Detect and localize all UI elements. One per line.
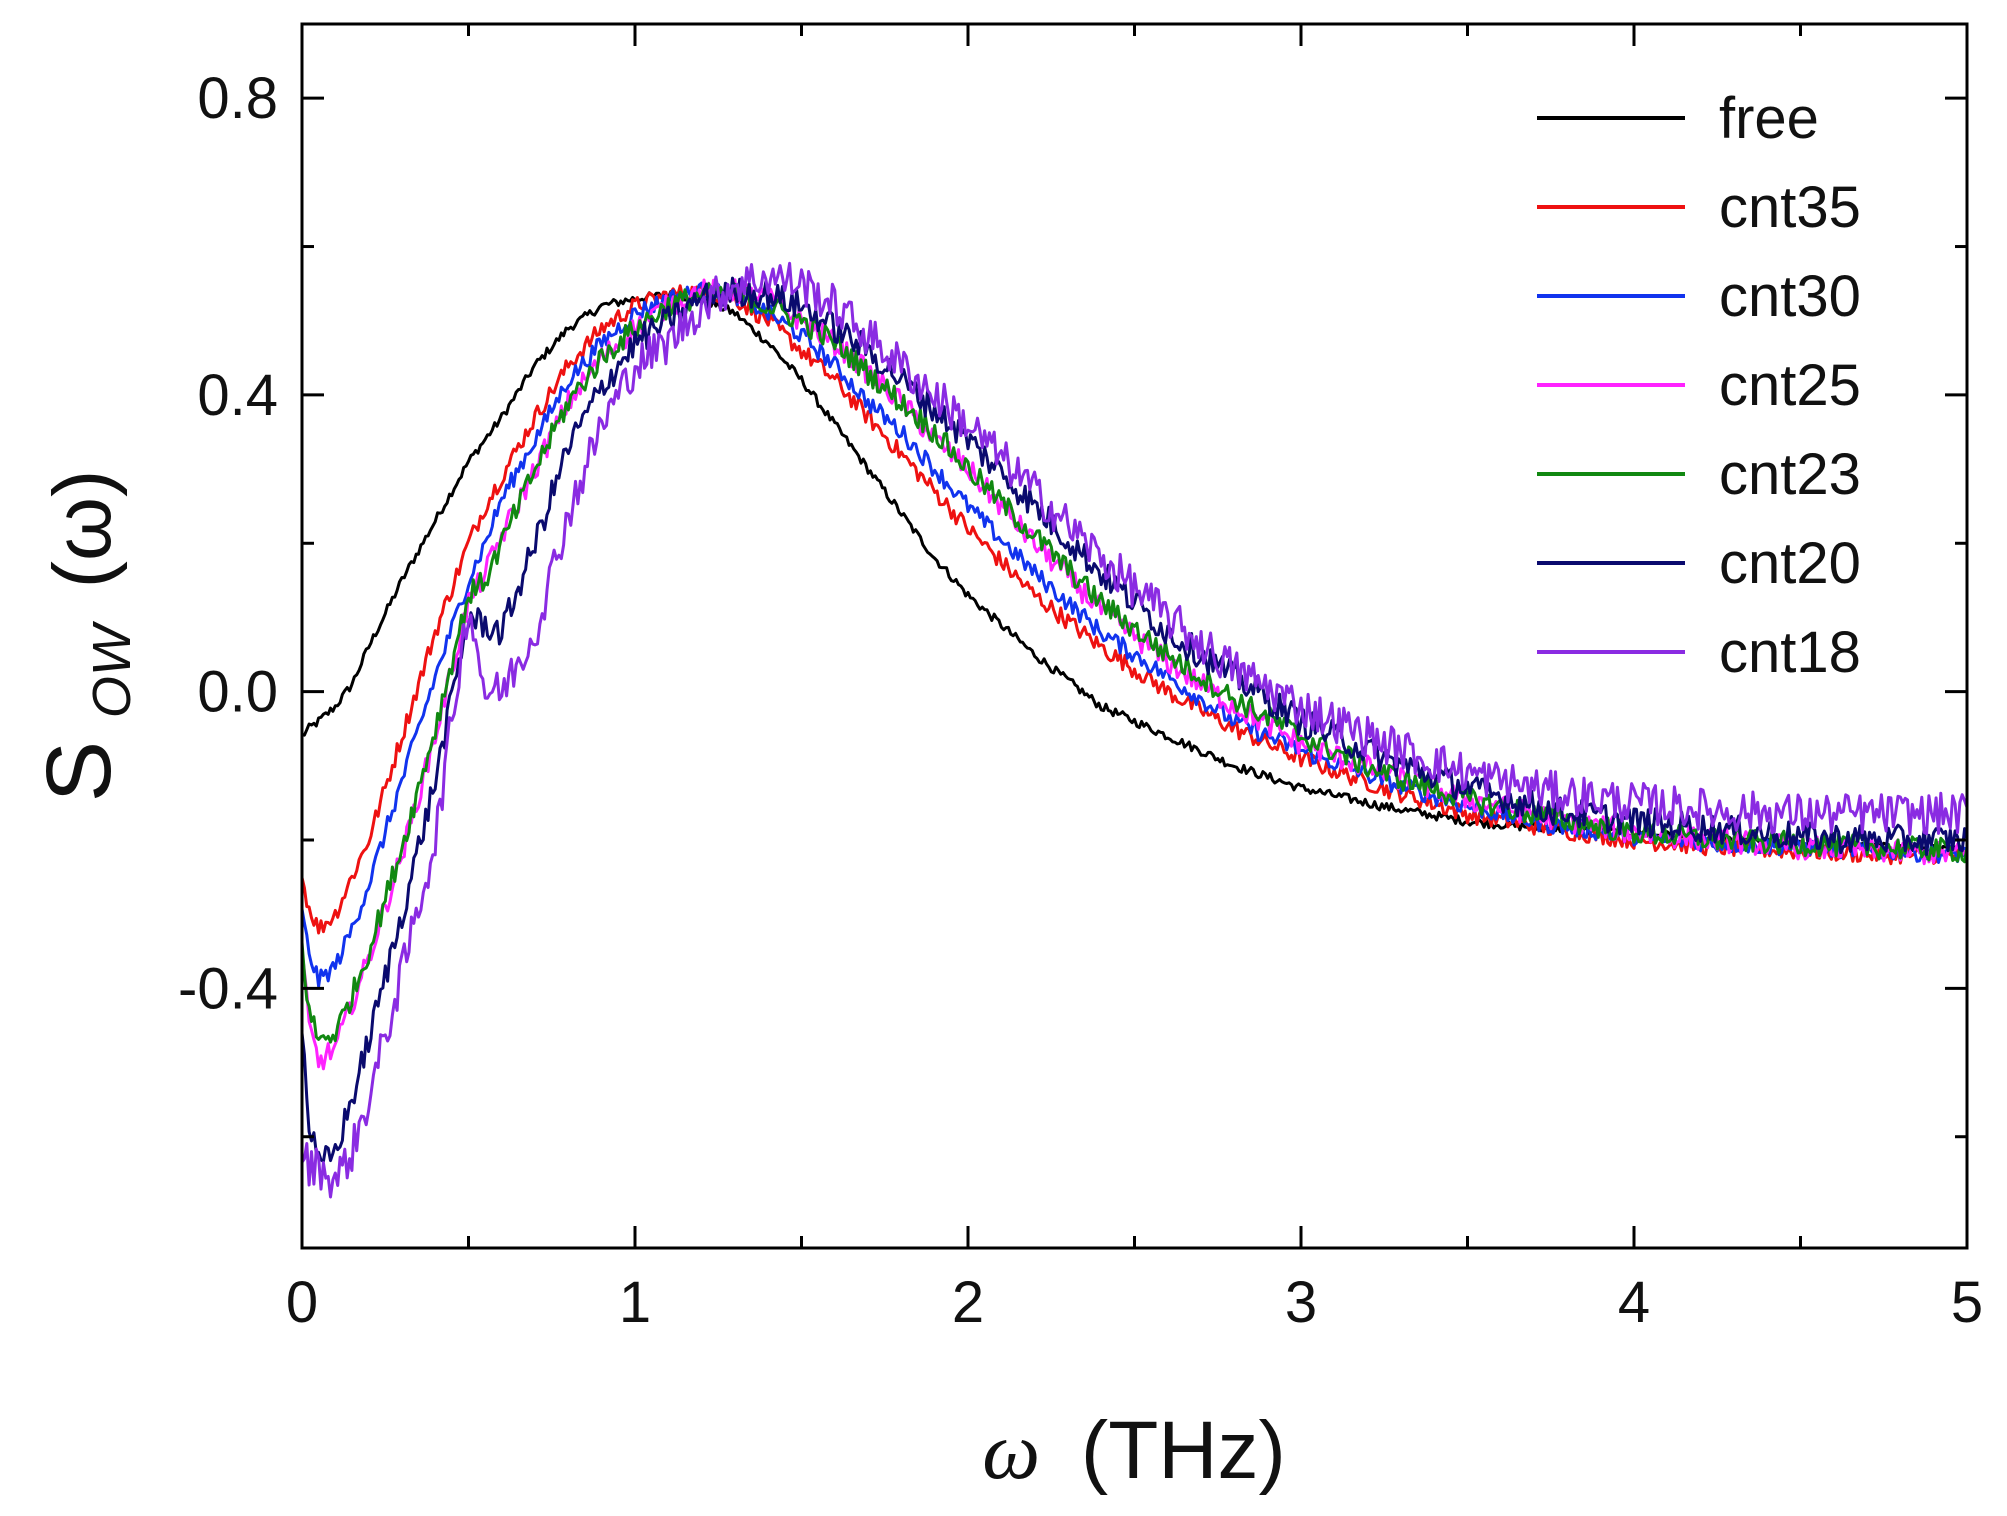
y-tick-label: 0.0 — [197, 660, 278, 725]
x-tick-label: 0 — [286, 1270, 318, 1335]
y-tick-label: 0.8 — [197, 66, 278, 131]
x-tick-label: 3 — [1285, 1270, 1317, 1335]
y-tick-label: -0.4 — [178, 956, 278, 1021]
legend-label-cnt35: cnt35 — [1719, 175, 1861, 240]
y-axis-main: S — [28, 741, 130, 802]
x-axis-unit: (THz) — [1081, 1405, 1286, 1496]
series-line-cnt18 — [300, 261, 1969, 1199]
legend-label-cnt30: cnt30 — [1719, 264, 1861, 329]
legend-label-cnt23: cnt23 — [1719, 442, 1861, 507]
x-tick-label: 4 — [1618, 1270, 1650, 1335]
legend-label-free: free — [1719, 86, 1819, 151]
series-line-cnt23 — [300, 281, 1969, 1044]
legend-label-cnt18: cnt18 — [1719, 620, 1861, 685]
x-axis-label: ω (THz) — [982, 1405, 1286, 1496]
y-axis-subscript: OW — [82, 620, 142, 718]
y-tick-label: 0.4 — [197, 363, 278, 428]
legend: free cnt35 cnt30 cnt25 cnt23 cnt20 cnt18 — [1537, 86, 1861, 685]
x-tick-label: 2 — [952, 1270, 984, 1335]
legend-label-cnt25: cnt25 — [1719, 353, 1861, 418]
x-tick-label: 1 — [619, 1270, 651, 1335]
y-axis-argument: (ω) — [37, 470, 128, 589]
axis-tick-labels: 0 1 2 3 4 5 -0.4 0.0 0.4 0.8 — [178, 66, 1983, 1335]
x-axis-symbol: ω — [982, 1405, 1040, 1496]
axis-ticks — [300, 24, 1969, 1248]
legend-label-cnt20: cnt20 — [1719, 531, 1861, 596]
plot-series-group — [300, 261, 1969, 1199]
series-line-cnt20 — [300, 276, 1969, 1163]
x-tick-label: 5 — [1951, 1270, 1983, 1335]
y-axis-label: S OW (ω) — [28, 470, 148, 803]
